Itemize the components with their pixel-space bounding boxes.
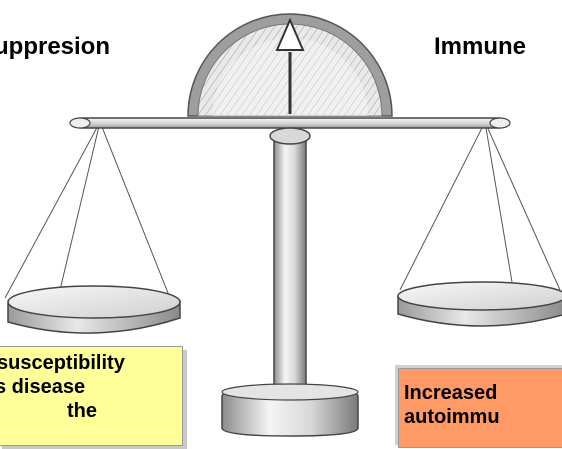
left-pan-strings — [4, 121, 171, 299]
right-side-label: Immune — [434, 33, 527, 60]
scale-base — [221, 383, 359, 437]
balance-beam — [69, 117, 511, 129]
right-effect-line-2: autoimmu — [404, 406, 500, 428]
left-pan — [7, 285, 181, 334]
right-pan-strings — [399, 121, 561, 291]
left-side-label: uppresion — [0, 33, 111, 60]
left-effect-line-1: susceptibility — [0, 352, 125, 374]
left-effect-line-3: the — [67, 400, 97, 422]
right-effect-box: Increased autoimmu — [398, 368, 562, 448]
center-post — [269, 127, 311, 389]
needle-arrow — [275, 17, 305, 114]
right-effect-line-1: Increased — [404, 382, 498, 404]
left-effect-box: susceptibility s disease the — [0, 346, 183, 446]
left-effect-line-2: s disease — [0, 376, 86, 398]
right-pan — [397, 281, 562, 327]
